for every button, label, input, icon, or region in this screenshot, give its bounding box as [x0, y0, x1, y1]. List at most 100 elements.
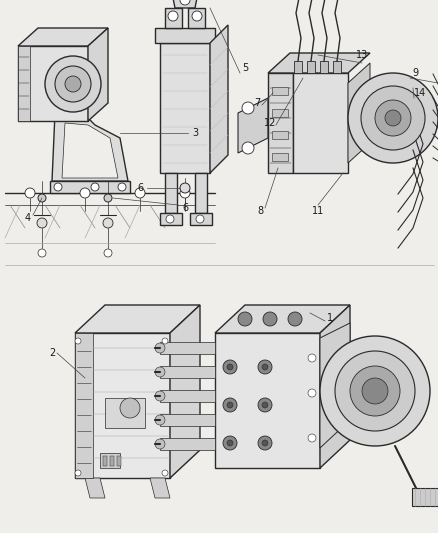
Circle shape — [166, 215, 173, 223]
Text: 4: 4 — [25, 213, 31, 223]
Bar — [332, 61, 340, 73]
Circle shape — [54, 183, 62, 191]
Circle shape — [162, 470, 168, 476]
Circle shape — [180, 188, 190, 198]
Circle shape — [258, 398, 272, 412]
Circle shape — [258, 360, 272, 374]
Circle shape — [307, 389, 315, 397]
Polygon shape — [159, 438, 215, 450]
Text: 14: 14 — [413, 88, 425, 98]
Polygon shape — [319, 305, 349, 468]
Polygon shape — [75, 305, 200, 333]
Circle shape — [75, 338, 81, 344]
Polygon shape — [237, 98, 267, 153]
Circle shape — [155, 391, 165, 401]
Circle shape — [118, 183, 126, 191]
Circle shape — [45, 56, 101, 112]
Circle shape — [226, 402, 233, 408]
Circle shape — [155, 343, 165, 353]
Polygon shape — [159, 43, 209, 173]
Polygon shape — [215, 333, 319, 468]
Bar — [272, 131, 287, 139]
Polygon shape — [62, 123, 118, 178]
Text: 3: 3 — [191, 128, 198, 138]
Circle shape — [319, 336, 429, 446]
Bar — [103, 456, 107, 466]
Polygon shape — [209, 25, 227, 173]
Circle shape — [65, 76, 81, 92]
Circle shape — [191, 11, 201, 21]
Polygon shape — [159, 342, 215, 354]
Circle shape — [349, 366, 399, 416]
Bar — [272, 153, 287, 161]
Bar — [100, 453, 120, 468]
Polygon shape — [75, 450, 200, 478]
Bar — [411, 488, 438, 506]
Circle shape — [226, 440, 233, 446]
Polygon shape — [18, 46, 88, 121]
Polygon shape — [155, 28, 215, 43]
Circle shape — [237, 312, 251, 326]
Circle shape — [104, 249, 112, 257]
Circle shape — [223, 436, 237, 450]
Bar — [117, 456, 121, 466]
Circle shape — [37, 218, 47, 228]
Polygon shape — [85, 478, 105, 498]
Text: 2: 2 — [49, 348, 55, 358]
Circle shape — [155, 367, 165, 377]
Circle shape — [80, 188, 90, 198]
Bar — [306, 61, 314, 73]
Polygon shape — [150, 478, 170, 498]
Polygon shape — [165, 8, 182, 28]
Bar — [110, 456, 114, 466]
Circle shape — [261, 440, 267, 446]
Polygon shape — [319, 323, 349, 448]
Circle shape — [155, 415, 165, 425]
Circle shape — [103, 218, 113, 228]
Circle shape — [360, 86, 424, 150]
Polygon shape — [88, 28, 108, 121]
Polygon shape — [159, 414, 215, 426]
Polygon shape — [52, 111, 128, 181]
Circle shape — [287, 312, 301, 326]
Polygon shape — [267, 73, 292, 173]
Polygon shape — [159, 390, 215, 402]
Text: 1: 1 — [326, 313, 332, 323]
Circle shape — [384, 110, 400, 126]
Circle shape — [261, 364, 267, 370]
Circle shape — [55, 66, 91, 102]
Polygon shape — [159, 213, 182, 225]
Circle shape — [226, 364, 233, 370]
Polygon shape — [18, 46, 30, 121]
Circle shape — [38, 194, 46, 202]
Circle shape — [91, 183, 99, 191]
Text: 6: 6 — [181, 203, 187, 213]
Circle shape — [75, 470, 81, 476]
Polygon shape — [75, 333, 93, 478]
Circle shape — [261, 402, 267, 408]
Text: 6: 6 — [137, 183, 143, 193]
Circle shape — [223, 398, 237, 412]
Text: 7: 7 — [253, 98, 260, 108]
Bar — [272, 87, 287, 95]
Circle shape — [25, 188, 35, 198]
Polygon shape — [172, 0, 198, 8]
Polygon shape — [75, 333, 170, 478]
Circle shape — [361, 378, 387, 404]
Circle shape — [162, 338, 168, 344]
Polygon shape — [187, 8, 205, 28]
Polygon shape — [50, 181, 130, 193]
Circle shape — [135, 188, 145, 198]
Circle shape — [347, 73, 437, 163]
Text: 11: 11 — [311, 206, 323, 216]
Polygon shape — [18, 28, 108, 46]
Polygon shape — [267, 53, 369, 73]
Circle shape — [120, 398, 140, 418]
Circle shape — [307, 434, 315, 442]
Circle shape — [180, 183, 190, 193]
Circle shape — [155, 439, 165, 449]
Polygon shape — [159, 366, 215, 378]
Circle shape — [258, 436, 272, 450]
Polygon shape — [194, 173, 207, 213]
Circle shape — [241, 142, 254, 154]
